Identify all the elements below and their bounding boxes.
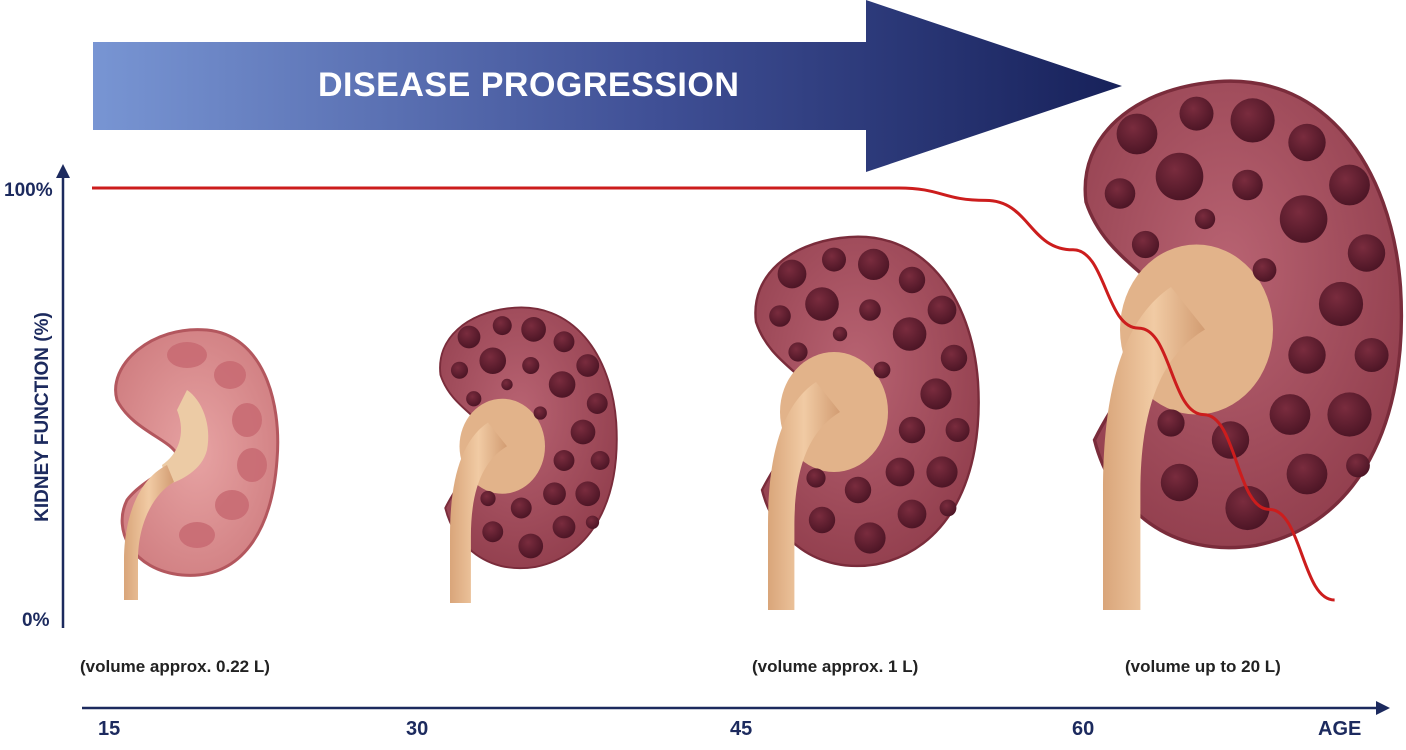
- y-tick-0: 0%: [22, 610, 50, 631]
- advanced-cystic-kidney: [1083, 79, 1404, 612]
- x-tick-60: 60: [1072, 718, 1095, 740]
- y-axis-arrowhead: [56, 164, 70, 178]
- x-tick-30: 30: [406, 718, 429, 740]
- early-cystic-kidney: [439, 306, 618, 604]
- intermediate-cystic-kidney: [754, 235, 980, 612]
- renal-pelvis: [162, 390, 209, 485]
- medullary-pyramids: [167, 342, 267, 548]
- y-axis-title: KIDNEY FUNCTION (%): [32, 312, 53, 522]
- kidney-function-curve: [92, 186, 1335, 602]
- volume-label-healthy: (volume approx. 0.22 L): [80, 657, 270, 676]
- volume-label-intermediate: (volume approx. 1 L): [752, 657, 919, 676]
- x-axis-arrowhead: [1376, 701, 1390, 715]
- x-axis-title: AGE: [1318, 718, 1362, 740]
- healthy-kidney: [114, 328, 280, 600]
- x-tick-15: 15: [98, 718, 121, 740]
- disease-progression-label: DISEASE PROGRESSION: [318, 66, 740, 104]
- progression-arrow: [93, 0, 1122, 172]
- volume-label-advanced: (volume up to 20 L): [1125, 657, 1281, 676]
- ureter: [124, 465, 174, 600]
- x-tick-45: 45: [730, 718, 753, 740]
- y-tick-100: 100%: [4, 180, 53, 201]
